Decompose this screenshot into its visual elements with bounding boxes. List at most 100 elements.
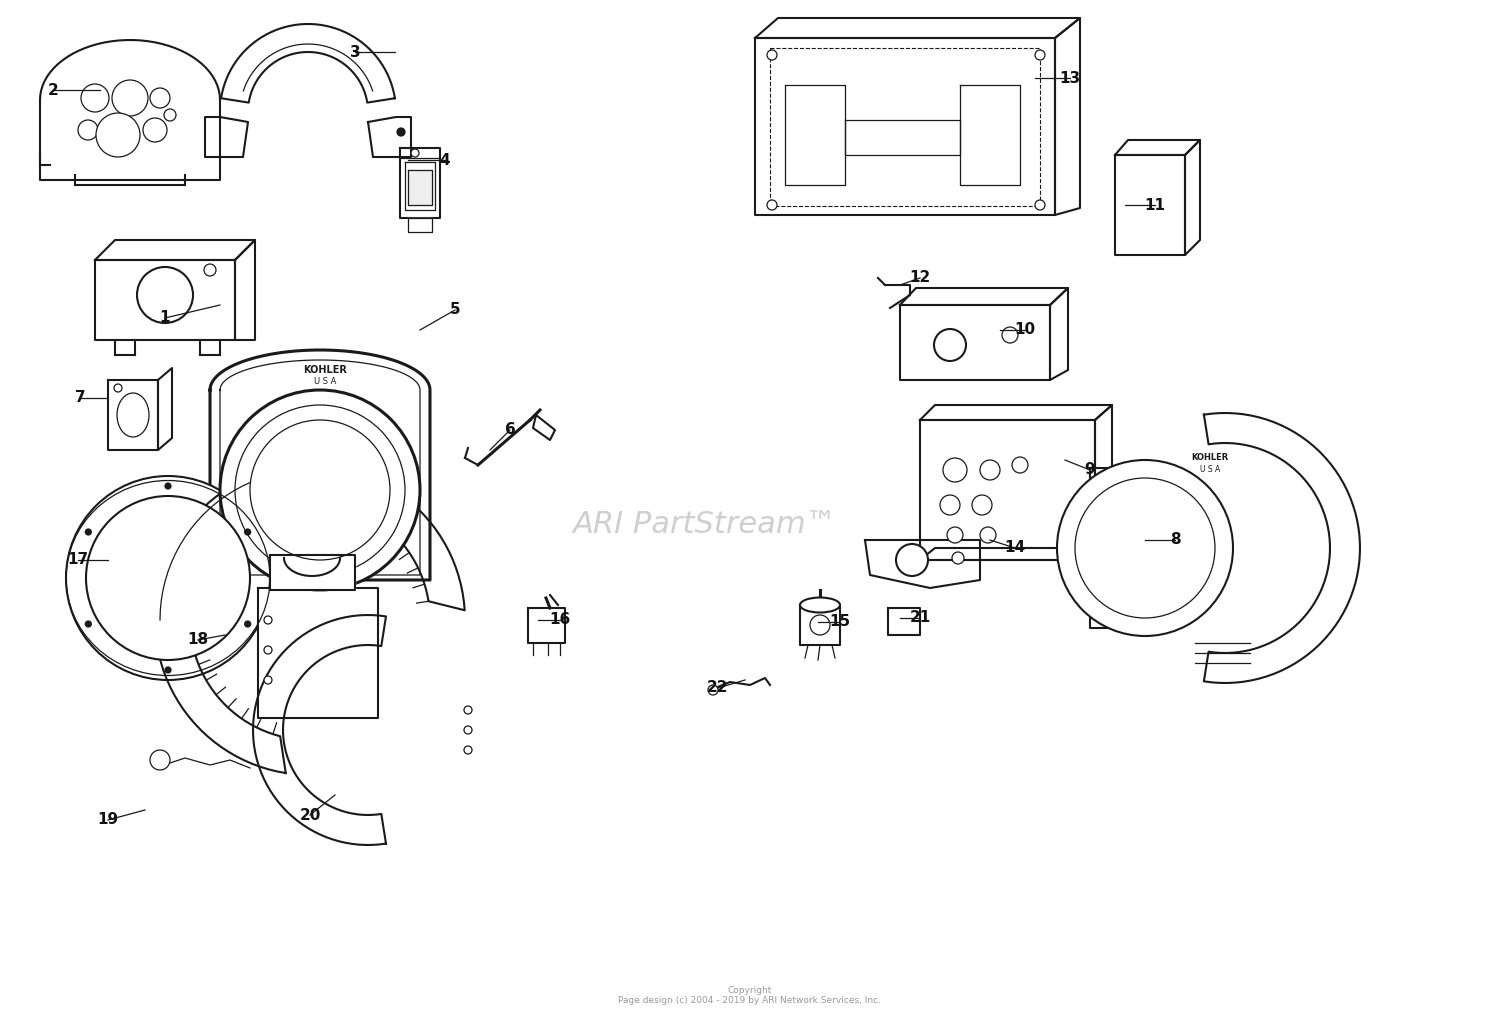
Circle shape bbox=[81, 84, 110, 112]
Text: 13: 13 bbox=[1059, 70, 1080, 86]
Circle shape bbox=[464, 706, 472, 714]
Polygon shape bbox=[1204, 413, 1360, 683]
Circle shape bbox=[952, 552, 964, 564]
Polygon shape bbox=[920, 548, 1112, 560]
Circle shape bbox=[1076, 478, 1215, 618]
Circle shape bbox=[972, 495, 992, 515]
Circle shape bbox=[150, 88, 170, 108]
Circle shape bbox=[96, 113, 140, 157]
Polygon shape bbox=[900, 305, 1050, 380]
Polygon shape bbox=[40, 40, 220, 180]
Polygon shape bbox=[94, 240, 255, 260]
Text: ARI PartStream™: ARI PartStream™ bbox=[573, 510, 837, 539]
Polygon shape bbox=[960, 84, 1020, 185]
Circle shape bbox=[1035, 50, 1046, 60]
Text: 8: 8 bbox=[1170, 532, 1180, 548]
Text: 16: 16 bbox=[549, 613, 570, 627]
Text: 3: 3 bbox=[350, 45, 360, 59]
Circle shape bbox=[980, 527, 996, 543]
Polygon shape bbox=[158, 367, 172, 450]
Circle shape bbox=[896, 544, 928, 576]
Circle shape bbox=[946, 527, 963, 543]
Polygon shape bbox=[254, 615, 386, 845]
Circle shape bbox=[264, 646, 272, 654]
Circle shape bbox=[264, 616, 272, 624]
Circle shape bbox=[1035, 200, 1046, 210]
Text: 15: 15 bbox=[830, 615, 850, 629]
Polygon shape bbox=[920, 420, 1095, 560]
Polygon shape bbox=[1090, 468, 1120, 628]
Circle shape bbox=[708, 685, 718, 695]
Circle shape bbox=[244, 529, 250, 535]
Text: 12: 12 bbox=[909, 271, 930, 285]
Circle shape bbox=[66, 476, 270, 680]
Text: 11: 11 bbox=[1144, 197, 1166, 213]
Circle shape bbox=[810, 615, 830, 635]
Polygon shape bbox=[784, 84, 844, 185]
Circle shape bbox=[464, 726, 472, 734]
Circle shape bbox=[411, 149, 419, 157]
Ellipse shape bbox=[117, 393, 148, 437]
Circle shape bbox=[165, 667, 171, 673]
Polygon shape bbox=[368, 117, 411, 157]
Circle shape bbox=[940, 495, 960, 515]
Polygon shape bbox=[220, 24, 394, 103]
Circle shape bbox=[150, 750, 170, 770]
Text: 7: 7 bbox=[75, 391, 86, 405]
Circle shape bbox=[1002, 327, 1019, 343]
Polygon shape bbox=[1050, 288, 1068, 380]
Text: 22: 22 bbox=[708, 680, 729, 695]
Polygon shape bbox=[154, 465, 465, 773]
Ellipse shape bbox=[800, 598, 840, 613]
Polygon shape bbox=[528, 608, 566, 643]
Circle shape bbox=[464, 746, 472, 754]
Polygon shape bbox=[94, 260, 236, 340]
Text: U S A: U S A bbox=[314, 378, 336, 387]
Circle shape bbox=[944, 458, 968, 482]
Circle shape bbox=[1058, 460, 1233, 636]
Text: 2: 2 bbox=[48, 82, 58, 98]
Circle shape bbox=[766, 200, 777, 210]
Circle shape bbox=[86, 621, 92, 627]
Polygon shape bbox=[408, 218, 432, 232]
Circle shape bbox=[220, 390, 420, 590]
Circle shape bbox=[78, 120, 98, 140]
Circle shape bbox=[114, 384, 122, 392]
Polygon shape bbox=[400, 148, 439, 218]
Circle shape bbox=[236, 405, 405, 575]
Bar bbox=[770, 48, 1040, 206]
Polygon shape bbox=[206, 117, 248, 157]
Circle shape bbox=[264, 676, 272, 684]
Polygon shape bbox=[1114, 155, 1185, 254]
Circle shape bbox=[136, 267, 194, 323]
Text: 6: 6 bbox=[504, 422, 516, 438]
Circle shape bbox=[934, 329, 966, 361]
Polygon shape bbox=[754, 38, 1054, 215]
Polygon shape bbox=[1114, 140, 1200, 155]
Circle shape bbox=[86, 529, 92, 535]
Text: 9: 9 bbox=[1084, 462, 1095, 477]
Text: 18: 18 bbox=[188, 632, 209, 647]
Polygon shape bbox=[1095, 405, 1112, 560]
Circle shape bbox=[142, 118, 166, 142]
Polygon shape bbox=[408, 170, 432, 205]
Polygon shape bbox=[258, 588, 378, 718]
Text: 21: 21 bbox=[909, 611, 930, 625]
Polygon shape bbox=[800, 605, 840, 645]
Polygon shape bbox=[108, 380, 158, 450]
Text: Copyright
Page design (c) 2004 - 2019 by ARI Network Services, Inc.: Copyright Page design (c) 2004 - 2019 by… bbox=[618, 985, 882, 1006]
Polygon shape bbox=[270, 555, 356, 590]
Text: 10: 10 bbox=[1014, 323, 1035, 338]
Text: 5: 5 bbox=[450, 302, 460, 318]
Polygon shape bbox=[236, 240, 255, 340]
Circle shape bbox=[398, 128, 405, 136]
Circle shape bbox=[244, 621, 250, 627]
Circle shape bbox=[86, 496, 251, 660]
Polygon shape bbox=[754, 18, 1080, 38]
Polygon shape bbox=[888, 608, 920, 635]
Circle shape bbox=[766, 50, 777, 60]
Text: 14: 14 bbox=[1005, 541, 1026, 556]
Polygon shape bbox=[900, 288, 1068, 305]
Circle shape bbox=[1013, 457, 1028, 473]
Circle shape bbox=[251, 420, 390, 560]
